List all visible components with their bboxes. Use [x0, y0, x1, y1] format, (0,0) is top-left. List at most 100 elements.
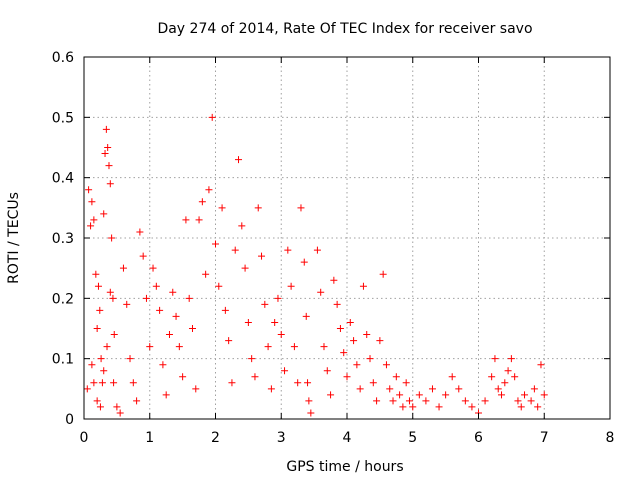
data-point — [106, 180, 114, 188]
data-point — [108, 234, 116, 242]
data-point — [290, 343, 298, 351]
data-point — [152, 282, 160, 290]
x-tick-label: 4 — [343, 430, 352, 446]
data-point — [507, 355, 515, 363]
data-point — [192, 385, 200, 393]
data-point — [356, 385, 364, 393]
data-point — [208, 113, 216, 121]
grid-lines — [84, 57, 610, 419]
data-point — [248, 355, 256, 363]
data-point — [251, 373, 259, 381]
data-point — [103, 343, 111, 351]
data-point — [104, 144, 112, 151]
data-points — [83, 113, 548, 417]
data-point — [422, 397, 430, 405]
data-point — [455, 385, 463, 393]
data-point — [235, 156, 243, 164]
data-point — [428, 385, 436, 393]
data-point — [238, 222, 246, 230]
data-point — [264, 343, 272, 351]
data-point — [133, 397, 141, 405]
data-point — [221, 306, 229, 314]
data-point — [123, 300, 131, 308]
data-point — [258, 252, 266, 260]
y-tick-label: 0.2 — [52, 291, 74, 307]
data-point — [511, 373, 519, 381]
data-point — [185, 294, 193, 302]
data-point — [392, 373, 400, 381]
data-point — [106, 288, 114, 296]
data-point — [92, 270, 100, 278]
data-point — [101, 150, 109, 158]
data-point — [159, 361, 167, 369]
data-point — [521, 391, 529, 399]
data-point — [359, 282, 367, 290]
data-point — [198, 198, 206, 206]
data-point — [376, 337, 384, 345]
data-point — [188, 325, 196, 332]
data-point — [396, 391, 404, 399]
data-point — [409, 403, 417, 411]
data-point — [218, 204, 226, 212]
data-point — [488, 373, 496, 381]
data-point — [146, 343, 154, 351]
x-tick-label: 3 — [277, 430, 286, 446]
data-point — [267, 385, 275, 393]
y-tick-label: 0.5 — [52, 110, 74, 126]
data-point — [88, 198, 96, 206]
data-point — [379, 270, 387, 278]
data-point — [274, 294, 282, 302]
data-point — [97, 355, 105, 363]
data-point — [179, 373, 187, 381]
data-point — [149, 264, 157, 272]
data-point — [287, 282, 295, 290]
data-point — [105, 162, 113, 170]
data-point — [110, 379, 118, 387]
data-point — [330, 276, 338, 284]
data-point — [320, 343, 328, 351]
data-point — [94, 282, 102, 290]
data-point — [136, 228, 144, 236]
data-point — [514, 397, 522, 405]
data-point — [527, 397, 535, 405]
data-point — [481, 397, 489, 405]
data-point — [501, 379, 509, 387]
data-point — [96, 306, 104, 314]
data-point — [537, 361, 545, 369]
data-point — [129, 379, 137, 387]
data-point — [340, 349, 348, 357]
data-point — [116, 409, 124, 417]
chart-title: Day 274 of 2014, Rate Of TEC Index for r… — [157, 21, 532, 37]
data-point — [254, 204, 262, 212]
y-tick-label: 0.4 — [52, 171, 74, 187]
data-point — [202, 270, 210, 278]
x-tick-label: 0 — [80, 430, 89, 446]
data-point — [139, 252, 147, 260]
data-point — [244, 318, 252, 326]
data-point — [498, 391, 506, 399]
data-point — [448, 373, 456, 381]
data-point — [461, 397, 469, 405]
data-point — [284, 246, 292, 254]
data-point — [415, 391, 423, 399]
data-point — [491, 355, 499, 363]
data-point — [113, 403, 121, 411]
x-tick-label: 1 — [145, 430, 154, 446]
data-point — [353, 361, 361, 369]
data-point — [327, 391, 335, 399]
data-point — [93, 397, 101, 405]
data-point — [435, 403, 443, 411]
y-axis-label: ROTI / TECUs — [6, 192, 22, 284]
data-point — [90, 379, 98, 387]
data-point — [373, 397, 381, 405]
x-tick-label: 8 — [606, 430, 615, 446]
data-point — [343, 373, 351, 381]
data-point — [534, 403, 542, 411]
data-point — [100, 210, 108, 218]
data-point — [87, 222, 95, 230]
x-axis-label: GPS time / hours — [286, 459, 403, 475]
y-tick-label: 0.6 — [52, 50, 74, 66]
y-tick-label: 0.1 — [52, 352, 74, 368]
data-point — [405, 397, 413, 405]
